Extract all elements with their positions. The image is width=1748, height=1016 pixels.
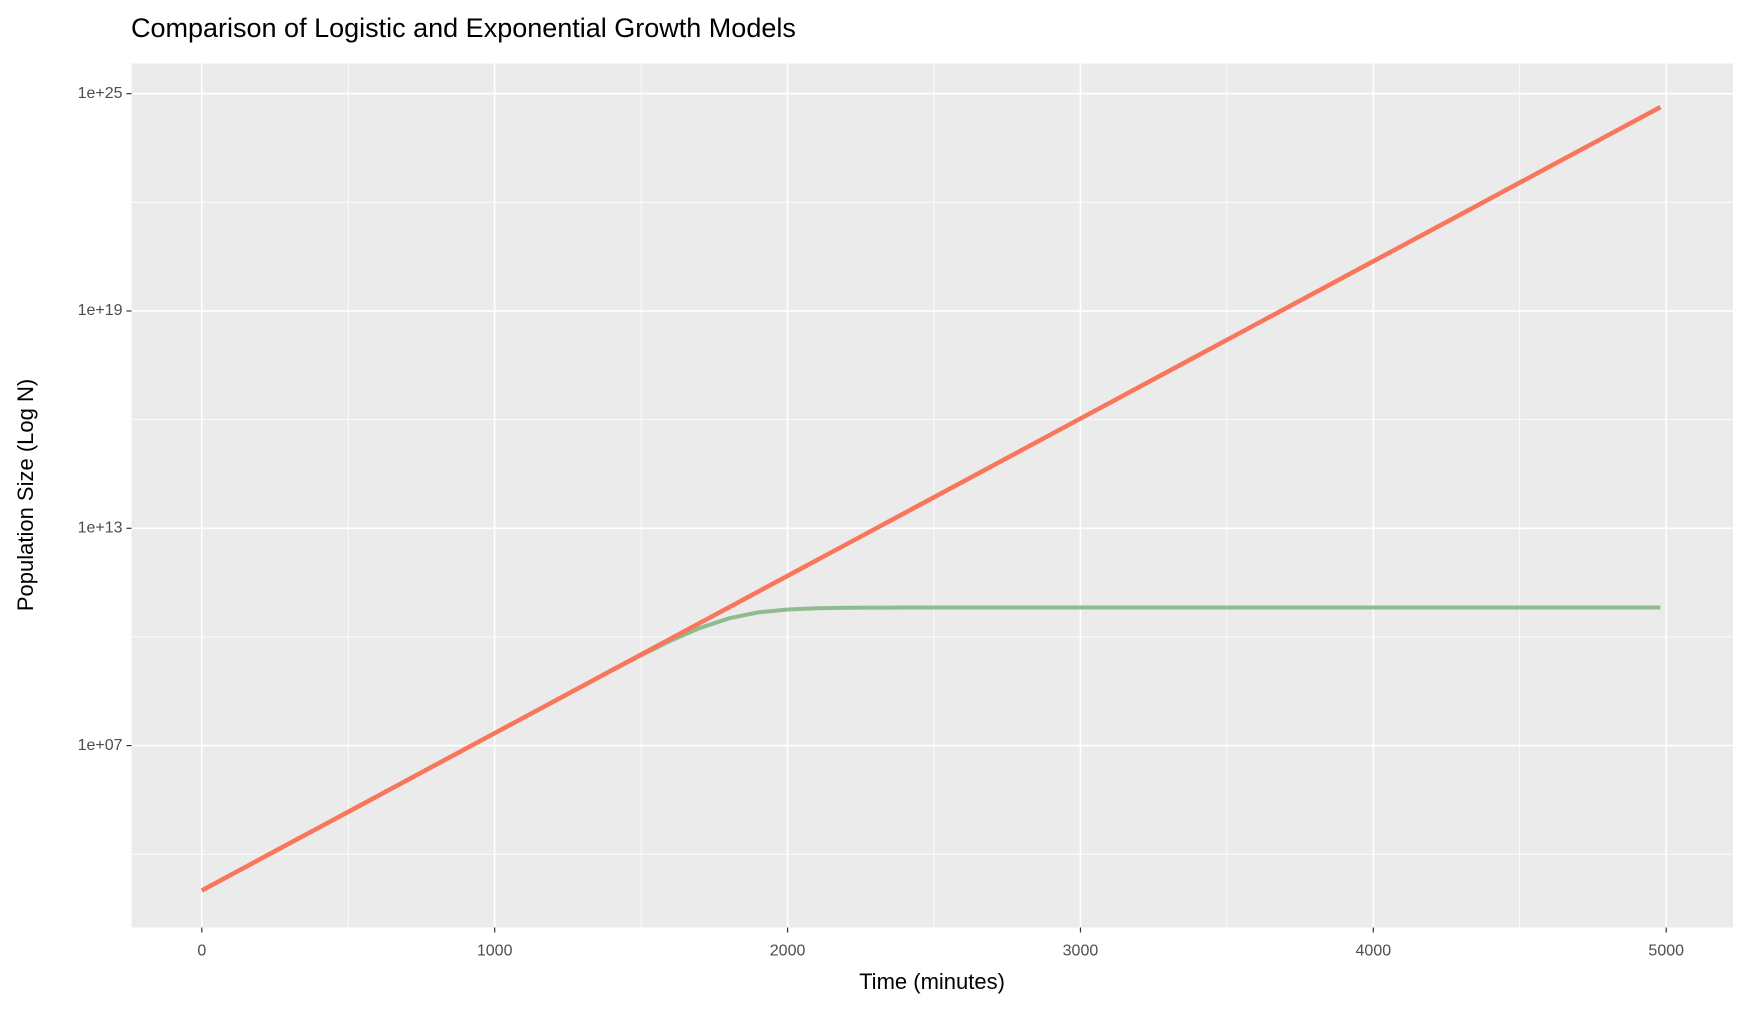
x-tick-label: 4000 — [1356, 943, 1392, 960]
chart-title: Comparison of Logistic and Exponential G… — [131, 13, 796, 43]
y-tick-label: 1e+13 — [78, 520, 123, 537]
x-tick-label: 1000 — [477, 943, 513, 960]
y-tick-label: 1e+25 — [78, 85, 123, 102]
y-tick-label: 1e+19 — [78, 302, 123, 319]
x-tick-label: 5000 — [1648, 943, 1684, 960]
y-tick-label: 1e+07 — [78, 737, 123, 754]
x-tick-label: 0 — [197, 943, 206, 960]
x-axis-title: Time (minutes) — [859, 969, 1005, 994]
x-tick-label: 3000 — [1063, 943, 1099, 960]
y-axis-title: Population Size (Log N) — [13, 379, 38, 611]
series-line — [200, 105, 1662, 893]
x-tick-label: 2000 — [770, 943, 806, 960]
